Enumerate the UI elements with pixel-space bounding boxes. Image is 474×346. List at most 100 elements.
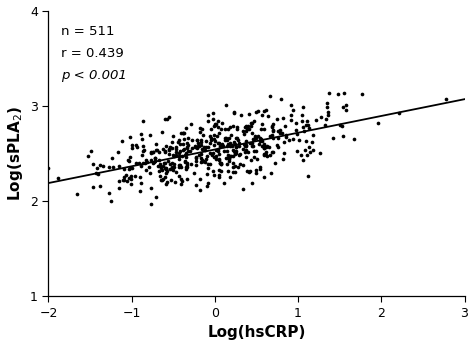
Point bbox=[260, 126, 267, 131]
Point bbox=[306, 149, 314, 155]
Point bbox=[115, 185, 122, 191]
Point bbox=[179, 141, 187, 147]
Point bbox=[90, 184, 97, 190]
Point bbox=[442, 96, 449, 101]
Point bbox=[183, 144, 191, 149]
Point bbox=[312, 118, 320, 123]
Point bbox=[162, 166, 170, 172]
Point bbox=[324, 112, 332, 118]
Point bbox=[175, 173, 182, 179]
Point bbox=[323, 104, 331, 110]
Point bbox=[153, 147, 161, 153]
Point bbox=[234, 164, 242, 170]
Point bbox=[172, 179, 179, 184]
Point bbox=[225, 158, 233, 164]
Point bbox=[316, 151, 324, 156]
Point bbox=[262, 153, 270, 158]
Point bbox=[252, 170, 259, 175]
Point bbox=[250, 137, 258, 142]
Point bbox=[232, 148, 240, 154]
Point bbox=[172, 147, 180, 152]
Point bbox=[155, 149, 162, 155]
Point bbox=[248, 120, 256, 126]
Point bbox=[227, 174, 234, 180]
Point bbox=[236, 151, 243, 157]
Point bbox=[145, 164, 152, 170]
Point bbox=[297, 152, 305, 158]
Point bbox=[263, 153, 271, 158]
Point bbox=[151, 156, 158, 161]
Point bbox=[221, 126, 229, 131]
Point bbox=[228, 142, 236, 148]
Point bbox=[293, 131, 301, 137]
Point bbox=[210, 172, 218, 178]
Point bbox=[338, 124, 346, 129]
Point bbox=[168, 160, 176, 166]
Point bbox=[124, 157, 132, 163]
Point bbox=[218, 142, 226, 147]
Point bbox=[218, 143, 226, 148]
Point bbox=[73, 191, 81, 197]
Point bbox=[226, 155, 233, 161]
Point bbox=[197, 138, 205, 143]
Point bbox=[164, 158, 172, 163]
Point bbox=[125, 166, 133, 172]
Point bbox=[269, 128, 277, 134]
Point bbox=[255, 141, 263, 147]
Point bbox=[156, 163, 164, 169]
Point bbox=[252, 148, 259, 153]
Point bbox=[166, 161, 173, 167]
Point bbox=[220, 148, 228, 154]
Point bbox=[105, 164, 113, 170]
Point bbox=[191, 170, 198, 176]
Point bbox=[187, 161, 195, 166]
Point bbox=[210, 142, 218, 148]
Point bbox=[267, 170, 274, 176]
Point bbox=[256, 138, 264, 144]
Point bbox=[140, 147, 148, 153]
Point bbox=[191, 143, 199, 149]
Point bbox=[188, 137, 196, 143]
Point bbox=[210, 116, 217, 122]
Point bbox=[143, 158, 150, 163]
Point bbox=[192, 162, 200, 167]
Point bbox=[215, 118, 222, 124]
Point bbox=[223, 144, 230, 149]
Point bbox=[163, 144, 170, 149]
Point bbox=[282, 133, 289, 138]
Point bbox=[239, 146, 247, 151]
Point bbox=[168, 164, 175, 170]
Point bbox=[149, 161, 156, 166]
Point bbox=[269, 121, 277, 127]
Point bbox=[175, 164, 182, 170]
Point bbox=[159, 167, 166, 172]
Point bbox=[178, 153, 186, 159]
Point bbox=[266, 94, 273, 99]
Point bbox=[150, 149, 157, 155]
Point bbox=[132, 160, 139, 166]
Point bbox=[274, 128, 282, 134]
Point bbox=[181, 158, 189, 164]
Point bbox=[177, 165, 185, 170]
Point bbox=[244, 169, 251, 174]
Point bbox=[181, 159, 189, 165]
Point bbox=[137, 163, 145, 168]
Point bbox=[270, 127, 277, 133]
Point bbox=[178, 178, 185, 183]
Point bbox=[395, 110, 403, 115]
Point bbox=[173, 149, 180, 155]
Point bbox=[54, 175, 62, 181]
Point bbox=[239, 163, 247, 168]
Point bbox=[309, 132, 317, 137]
Point bbox=[233, 124, 240, 129]
Point bbox=[242, 154, 250, 160]
Point bbox=[137, 131, 145, 137]
Point bbox=[197, 139, 205, 145]
Point bbox=[276, 130, 284, 136]
Point bbox=[263, 107, 270, 113]
Point bbox=[177, 181, 185, 187]
Point bbox=[245, 112, 252, 117]
Point bbox=[165, 115, 173, 120]
Point bbox=[127, 176, 135, 181]
Point bbox=[212, 138, 219, 144]
